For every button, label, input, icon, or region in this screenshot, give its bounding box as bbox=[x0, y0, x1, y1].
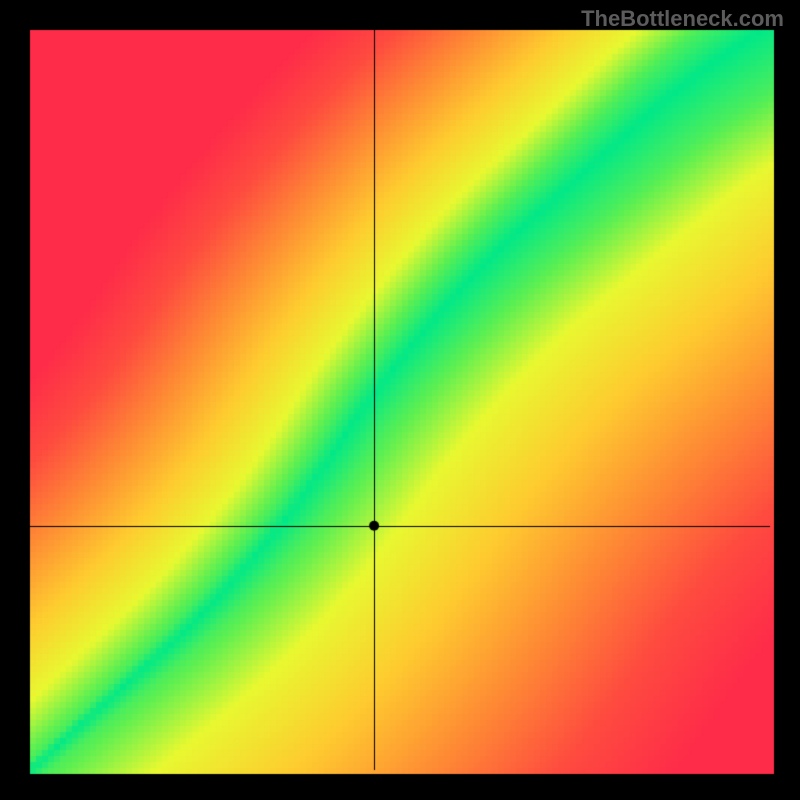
chart-container: TheBottleneck.com bbox=[0, 0, 800, 800]
attribution-text: TheBottleneck.com bbox=[581, 6, 784, 32]
bottleneck-heatmap-canvas bbox=[0, 0, 800, 800]
